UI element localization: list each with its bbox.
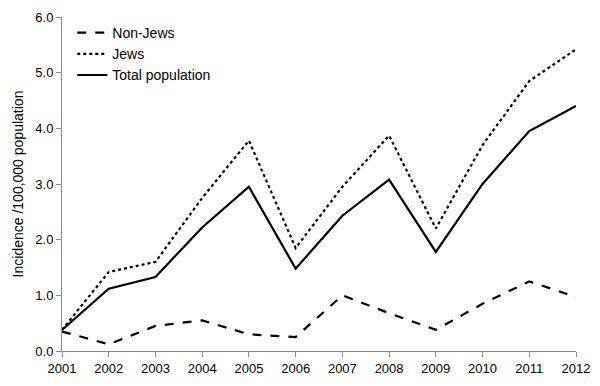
svg-text:2005: 2005	[234, 361, 263, 376]
svg-text:2004: 2004	[188, 361, 217, 376]
svg-text:6.0: 6.0	[35, 10, 53, 25]
svg-text:Total population: Total population	[112, 67, 210, 83]
svg-text:2.0: 2.0	[35, 232, 53, 247]
svg-text:3.0: 3.0	[35, 177, 53, 192]
svg-text:2010: 2010	[468, 361, 497, 376]
svg-text:2012: 2012	[562, 361, 591, 376]
svg-text:2008: 2008	[375, 361, 404, 376]
svg-text:Incidence /100,000 population: Incidence /100,000 population	[10, 91, 26, 278]
svg-text:1.0: 1.0	[35, 288, 53, 303]
svg-text:2007: 2007	[328, 361, 357, 376]
svg-text:2006: 2006	[281, 361, 310, 376]
svg-text:Non-Jews: Non-Jews	[112, 25, 174, 41]
svg-text:5.0: 5.0	[35, 65, 53, 80]
svg-text:2001: 2001	[48, 361, 77, 376]
svg-text:Jews: Jews	[112, 46, 144, 62]
svg-text:2009: 2009	[421, 361, 450, 376]
svg-text:2002: 2002	[94, 361, 123, 376]
svg-text:2003: 2003	[141, 361, 170, 376]
svg-text:4.0: 4.0	[35, 121, 53, 136]
svg-text:2011: 2011	[515, 361, 543, 376]
svg-text:0.0: 0.0	[35, 344, 53, 359]
